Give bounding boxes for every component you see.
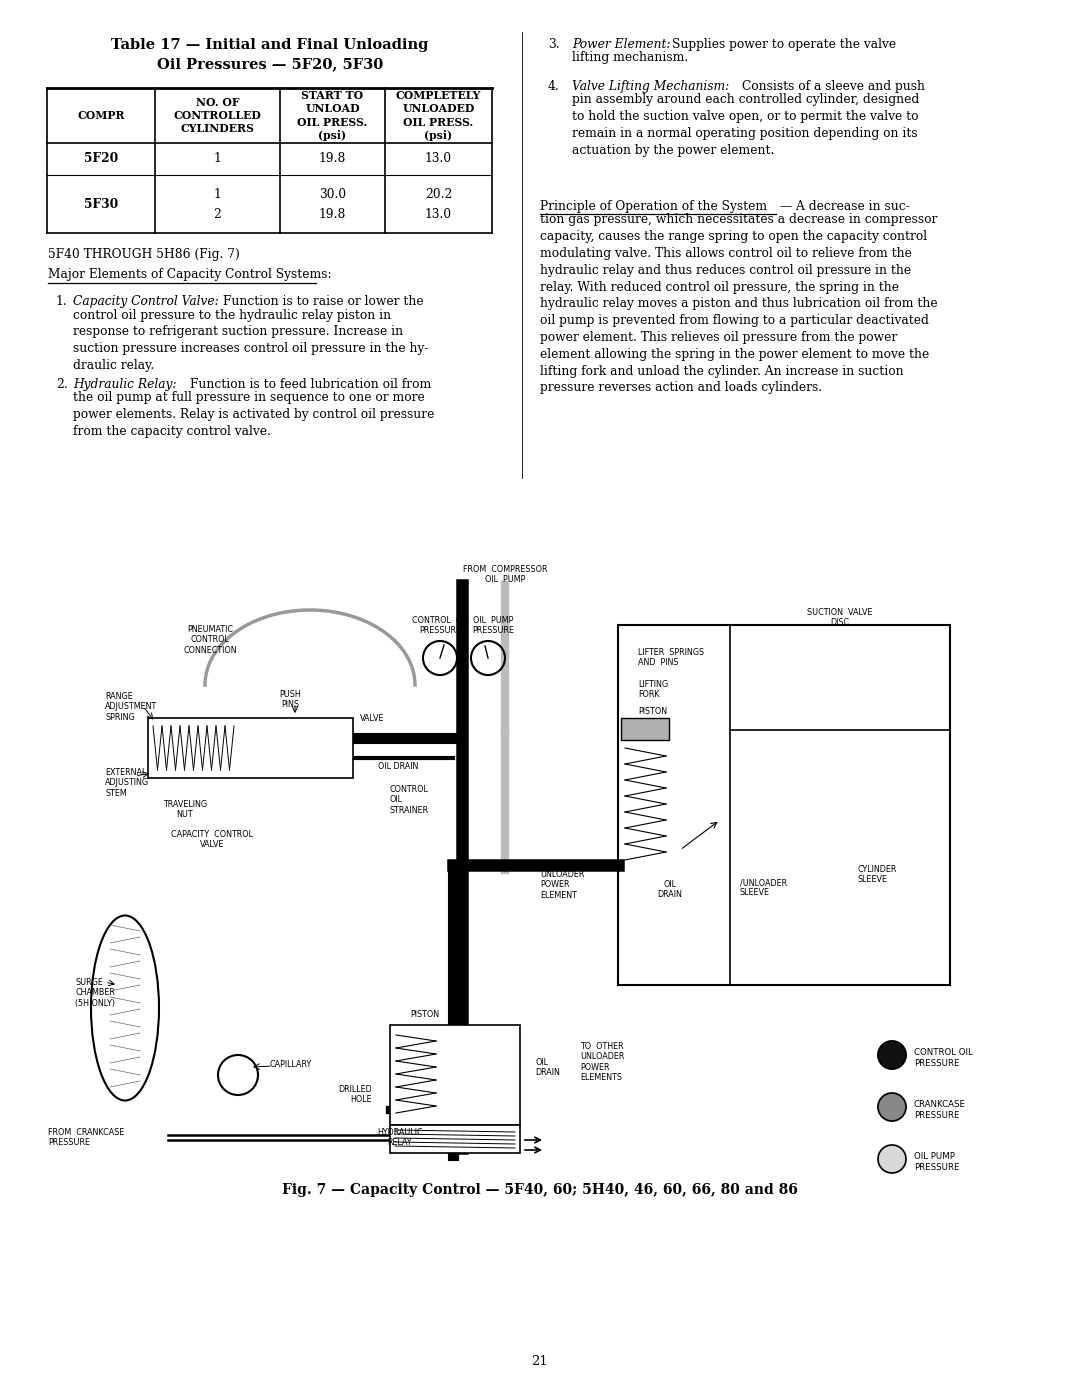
Text: Fig. 7 — Capacity Control — 5F40, 60; 5H40, 46, 60, 66, 80 and 86: Fig. 7 — Capacity Control — 5F40, 60; 5H… xyxy=(282,1183,798,1197)
Text: LIFTER  SPRINGS
AND  PINS: LIFTER SPRINGS AND PINS xyxy=(638,648,704,668)
Text: OIL DRAIN: OIL DRAIN xyxy=(378,761,418,771)
Text: 1
2: 1 2 xyxy=(214,187,221,221)
Text: VALVE: VALVE xyxy=(360,714,384,724)
Text: Consists of a sleeve and push: Consists of a sleeve and push xyxy=(742,80,924,94)
Text: FROM  COMPRESSOR: FROM COMPRESSOR xyxy=(462,564,548,574)
Text: SURGE
CHAMBER
(5H ONLY): SURGE CHAMBER (5H ONLY) xyxy=(75,978,114,1007)
Text: Supplies power to operate the valve: Supplies power to operate the valve xyxy=(672,38,896,52)
Text: START TO
UNLOAD
OIL PRESS.
(psi): START TO UNLOAD OIL PRESS. (psi) xyxy=(297,91,367,141)
Text: 3.: 3. xyxy=(548,38,559,52)
Text: OIL
DRAIN: OIL DRAIN xyxy=(658,880,683,900)
Circle shape xyxy=(878,1092,906,1120)
Text: OIL
DRAIN: OIL DRAIN xyxy=(535,1058,559,1077)
Text: RANGE
ADJUSTMENT
SPRING: RANGE ADJUSTMENT SPRING xyxy=(105,692,158,722)
Text: 30.0
19.8: 30.0 19.8 xyxy=(319,187,347,221)
Text: OIL  PUMP: OIL PUMP xyxy=(485,576,525,584)
Text: lifting mechanism.: lifting mechanism. xyxy=(572,52,688,64)
Text: PNEUMATIC
CONTROL
CONNECTION: PNEUMATIC CONTROL CONNECTION xyxy=(184,624,237,655)
Text: 13.0: 13.0 xyxy=(424,152,453,165)
Text: Principle of Operation of the System: Principle of Operation of the System xyxy=(540,200,767,212)
Text: CONTROL OIL
PRESSURE: CONTROL OIL PRESSURE xyxy=(914,1048,973,1067)
Text: /UNLOADER
SLEEVE: /UNLOADER SLEEVE xyxy=(740,877,787,897)
Text: COMPLETELY
UNLOADED
OIL PRESS.
(psi): COMPLETELY UNLOADED OIL PRESS. (psi) xyxy=(395,91,482,141)
Text: CYLINDER
SLEEVE: CYLINDER SLEEVE xyxy=(858,865,897,884)
Text: UNLOADER
POWER
ELEMENT: UNLOADER POWER ELEMENT xyxy=(540,870,584,900)
Text: EXTERNAL
ADJUSTING
STEM: EXTERNAL ADJUSTING STEM xyxy=(105,768,149,798)
Text: Function is to feed lubrication oil from: Function is to feed lubrication oil from xyxy=(190,379,431,391)
Text: Table 17 — Initial and Final Unloading: Table 17 — Initial and Final Unloading xyxy=(111,38,429,52)
Text: 5F40 THROUGH 5H86 (Fig. 7): 5F40 THROUGH 5H86 (Fig. 7) xyxy=(48,249,240,261)
Circle shape xyxy=(878,1041,906,1069)
Text: TO  OTHER
UNLOADER
POWER
ELEMENTS: TO OTHER UNLOADER POWER ELEMENTS xyxy=(580,1042,624,1083)
Text: CONTROL
OIL
STRAINER: CONTROL OIL STRAINER xyxy=(390,785,429,814)
Bar xyxy=(618,624,950,985)
Text: control oil pressure to the hydraulic relay piston in
response to refrigerant su: control oil pressure to the hydraulic re… xyxy=(73,309,429,372)
Text: 20.2
13.0: 20.2 13.0 xyxy=(424,187,453,221)
Text: Power Element:: Power Element: xyxy=(572,38,671,52)
Text: 4.: 4. xyxy=(548,80,559,94)
Text: PISTON: PISTON xyxy=(410,1010,440,1018)
Text: 1: 1 xyxy=(214,152,221,165)
Text: 5F30: 5F30 xyxy=(84,197,118,211)
Text: Capacity Control Valve:: Capacity Control Valve: xyxy=(73,295,219,307)
Text: PISTON: PISTON xyxy=(638,707,667,717)
Text: NO. OF
CONTROLLED
CYLINDERS: NO. OF CONTROLLED CYLINDERS xyxy=(174,96,261,134)
Ellipse shape xyxy=(91,915,159,1101)
Text: LIFTING
FORK: LIFTING FORK xyxy=(638,680,669,700)
Text: tion gas pressure, which necessitates a decrease in compressor
capacity, causes : tion gas pressure, which necessitates a … xyxy=(540,214,937,394)
Text: DRILLED
HOLE: DRILLED HOLE xyxy=(338,1085,372,1105)
Text: OIL PUMP
PRESSURE: OIL PUMP PRESSURE xyxy=(914,1153,959,1172)
Bar xyxy=(148,718,353,778)
Bar xyxy=(390,1125,519,1153)
Text: Oil Pressures — 5F20, 5F30: Oil Pressures — 5F20, 5F30 xyxy=(157,57,383,71)
Text: FROM  CRANKCASE
PRESSURE: FROM CRANKCASE PRESSURE xyxy=(48,1127,124,1147)
Text: CAPILLARY: CAPILLARY xyxy=(270,1060,312,1069)
Text: Major Elements of Capacity Control Systems:: Major Elements of Capacity Control Syste… xyxy=(48,268,332,281)
Text: Valve Lifting Mechanism:: Valve Lifting Mechanism: xyxy=(572,80,729,94)
Text: HYDRAULIC
RELAY: HYDRAULIC RELAY xyxy=(377,1127,422,1147)
Text: OIL  PUMP
PRESSURE: OIL PUMP PRESSURE xyxy=(472,616,514,636)
Text: 1.: 1. xyxy=(56,295,68,307)
Bar xyxy=(390,1025,519,1125)
Text: 2.: 2. xyxy=(56,379,68,391)
Text: Hydraulic Relay:: Hydraulic Relay: xyxy=(73,379,176,391)
Text: pin assembly around each controlled cylinder, designed
to hold the suction valve: pin assembly around each controlled cyli… xyxy=(572,94,919,156)
Text: TRAVELING
NUT: TRAVELING NUT xyxy=(163,800,207,820)
Text: 5F20: 5F20 xyxy=(84,152,118,165)
Text: SUCTION  VALVE
DISC: SUCTION VALVE DISC xyxy=(807,608,873,627)
Bar xyxy=(621,718,669,740)
Text: CRANKCASE
PRESSURE: CRANKCASE PRESSURE xyxy=(914,1099,966,1120)
Text: CONTROL  OIL
PRESSURE: CONTROL OIL PRESSURE xyxy=(411,616,469,636)
Text: Function is to raise or lower the: Function is to raise or lower the xyxy=(222,295,423,307)
Text: — A decrease in suc-: — A decrease in suc- xyxy=(777,200,909,212)
Circle shape xyxy=(878,1146,906,1173)
Text: the oil pump at full pressure in sequence to one or more
power elements. Relay i: the oil pump at full pressure in sequenc… xyxy=(73,391,434,439)
Text: PUSH
PINS: PUSH PINS xyxy=(279,690,301,710)
Text: COMPR: COMPR xyxy=(78,110,125,122)
Text: 21: 21 xyxy=(531,1355,549,1368)
Text: 19.8: 19.8 xyxy=(319,152,347,165)
Text: CAPACITY  CONTROL
VALVE: CAPACITY CONTROL VALVE xyxy=(171,830,253,849)
